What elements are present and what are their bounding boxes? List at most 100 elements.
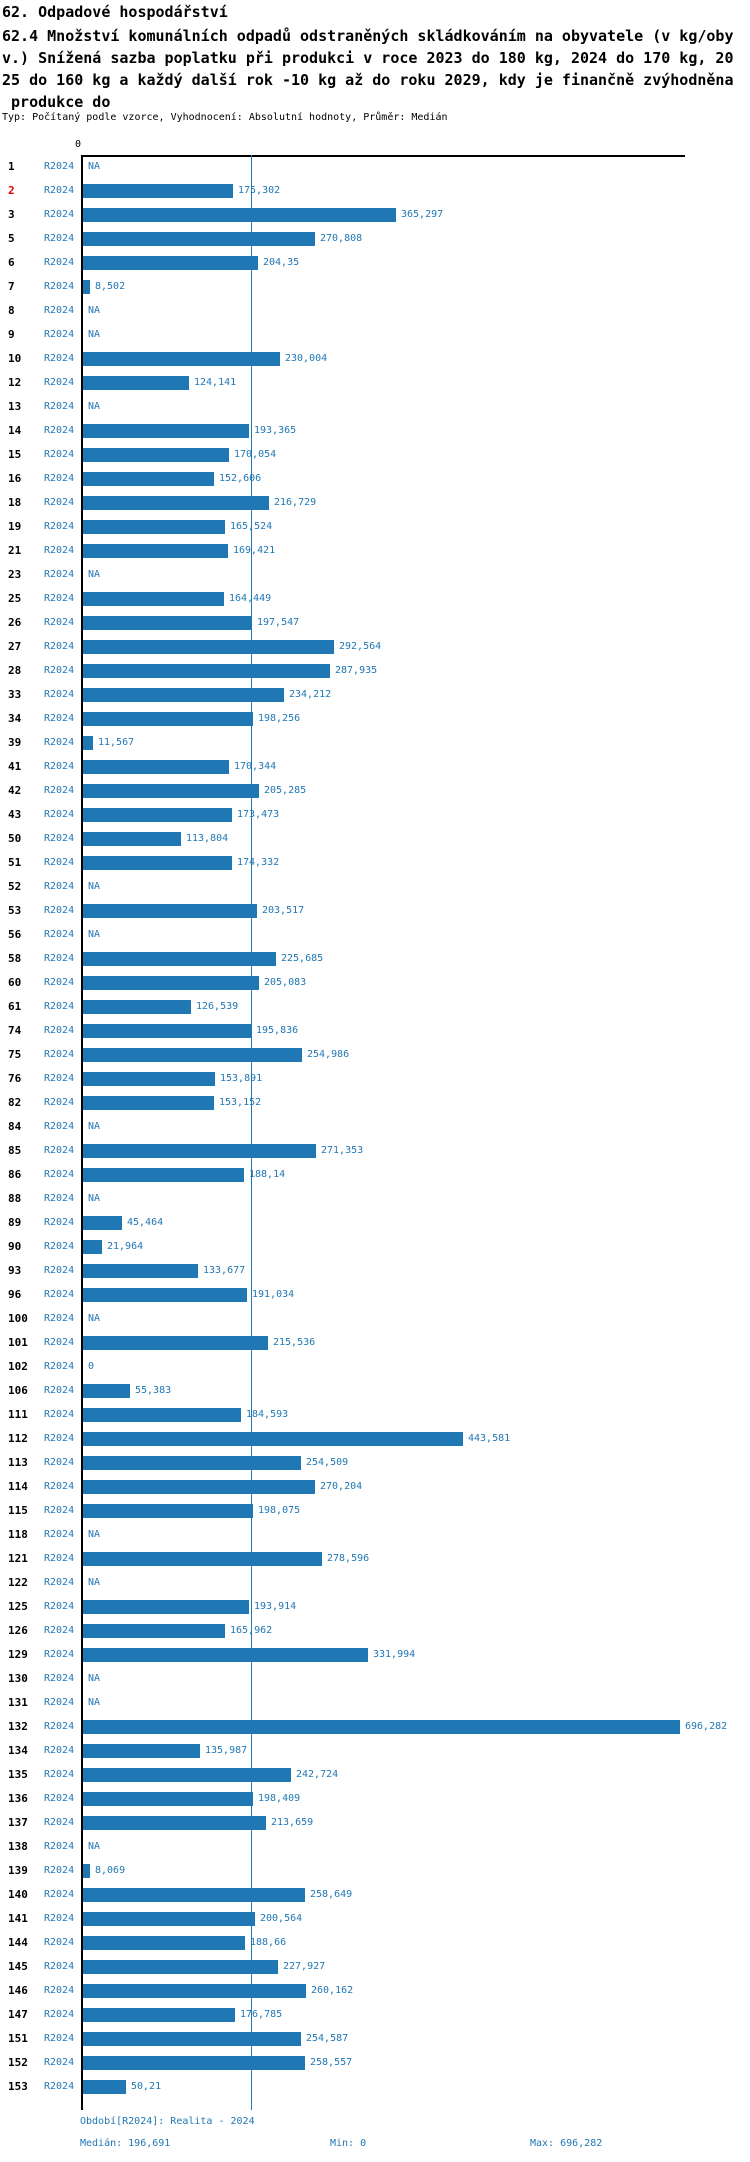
chart-row: 146 R2024 260,162 bbox=[0, 1979, 750, 2003]
chart-row: 9 R2024 NA bbox=[0, 323, 750, 347]
value-bar bbox=[83, 808, 232, 822]
report-description: 62.4 Množství komunálních odpadů odstran… bbox=[2, 25, 734, 113]
value-label: 170,054 bbox=[234, 449, 277, 460]
value-label: 230,004 bbox=[285, 353, 328, 364]
chart-row: 131 R2024 NA bbox=[0, 1691, 750, 1715]
row-number-label: 89 bbox=[8, 1216, 22, 1229]
value-label: 126,539 bbox=[196, 1001, 239, 1012]
value-bar bbox=[83, 1096, 214, 1110]
row-number-label: 136 bbox=[8, 1792, 28, 1805]
value-label: 225,685 bbox=[281, 953, 324, 964]
value-bar bbox=[83, 1072, 215, 1086]
value-label: 198,409 bbox=[258, 1793, 301, 1804]
value-bar bbox=[83, 1888, 305, 1902]
report-description-line: v.) Snížená sazba poplatku při produkci … bbox=[2, 49, 734, 67]
value-bar bbox=[83, 1384, 130, 1398]
row-number-label: 126 bbox=[8, 1624, 28, 1637]
value-bar bbox=[83, 1984, 306, 1998]
chart-row: 106 R2024 55,383 bbox=[0, 1379, 750, 1403]
row-number-label: 132 bbox=[8, 1720, 28, 1733]
chart-row: 23 R2024 NA bbox=[0, 563, 750, 587]
chart-row: 84 R2024 NA bbox=[0, 1115, 750, 1139]
row-number-label: 28 bbox=[8, 664, 22, 677]
chart-row: 153 R2024 50,21 bbox=[0, 2075, 750, 2099]
row-number-label: 135 bbox=[8, 1768, 28, 1781]
value-label: 227,927 bbox=[283, 1961, 326, 1972]
row-period-label: R2024 bbox=[44, 737, 75, 748]
row-number-label: 52 bbox=[8, 880, 22, 893]
value-label: 198,256 bbox=[258, 713, 301, 724]
row-number-label: 12 bbox=[8, 376, 22, 389]
value-label: 191,034 bbox=[252, 1289, 295, 1300]
row-number-label: 42 bbox=[8, 784, 22, 797]
value-bar bbox=[83, 496, 269, 510]
row-period-label: R2024 bbox=[44, 929, 75, 940]
row-period-label: R2024 bbox=[44, 2057, 75, 2068]
chart-row: 56 R2024 NA bbox=[0, 923, 750, 947]
row-number-label: 18 bbox=[8, 496, 22, 509]
row-period-label: R2024 bbox=[44, 1073, 75, 1084]
value-label-na: NA bbox=[88, 305, 101, 316]
chart-row: 122 R2024 NA bbox=[0, 1571, 750, 1595]
row-number-label: 27 bbox=[8, 640, 22, 653]
row-number-label: 60 bbox=[8, 976, 22, 989]
value-bar bbox=[83, 1000, 191, 1014]
y-axis-line bbox=[81, 155, 83, 2110]
value-label: 197,547 bbox=[257, 617, 300, 628]
median-reference-line bbox=[251, 155, 252, 2110]
value-bar bbox=[83, 544, 228, 558]
value-label: 234,212 bbox=[289, 689, 332, 700]
value-bar bbox=[83, 1600, 249, 1614]
value-label: 204,35 bbox=[263, 257, 300, 268]
chart-row: 58 R2024 225,685 bbox=[0, 947, 750, 971]
row-number-label: 6 bbox=[8, 256, 15, 269]
value-bar bbox=[83, 1048, 302, 1062]
row-period-label: R2024 bbox=[44, 1721, 75, 1732]
row-period-label: R2024 bbox=[44, 1769, 75, 1780]
value-label-na: NA bbox=[88, 1193, 101, 1204]
row-period-label: R2024 bbox=[44, 1049, 75, 1060]
row-number-label: 121 bbox=[8, 1552, 28, 1565]
value-bar bbox=[83, 760, 229, 774]
value-label: 205,285 bbox=[264, 785, 307, 796]
chart-row: 145 R2024 227,927 bbox=[0, 1955, 750, 1979]
value-label: 184,593 bbox=[246, 1409, 289, 1420]
row-number-label: 39 bbox=[8, 736, 22, 749]
row-period-label: R2024 bbox=[44, 1121, 75, 1132]
row-number-label: 144 bbox=[8, 1936, 28, 1949]
row-number-label: 88 bbox=[8, 1192, 22, 1205]
row-number-label: 19 bbox=[8, 520, 22, 533]
row-number-label: 153 bbox=[8, 2080, 28, 2093]
value-label-na: NA bbox=[88, 1313, 101, 1324]
chart-row: 13 R2024 NA bbox=[0, 395, 750, 419]
value-bar bbox=[83, 688, 284, 702]
row-number-label: 134 bbox=[8, 1744, 28, 1757]
row-period-label: R2024 bbox=[44, 905, 75, 916]
chart-row: 18 R2024 216,729 bbox=[0, 491, 750, 515]
chart-row: 33 R2024 234,212 bbox=[0, 683, 750, 707]
chart-row: 130 R2024 NA bbox=[0, 1667, 750, 1691]
row-number-label: 140 bbox=[8, 1888, 28, 1901]
value-label-na: NA bbox=[88, 1697, 101, 1708]
value-bar bbox=[83, 952, 276, 966]
value-label: 205,083 bbox=[264, 977, 307, 988]
report-description-line: 62.4 Množství komunálních odpadů odstran… bbox=[2, 27, 734, 45]
value-bar bbox=[83, 712, 253, 726]
value-label-na: NA bbox=[88, 329, 101, 340]
value-bar bbox=[83, 520, 225, 534]
row-period-label: R2024 bbox=[44, 305, 75, 316]
chart-row: 102 R2024 0 bbox=[0, 1355, 750, 1379]
chart-row: 101 R2024 215,536 bbox=[0, 1331, 750, 1355]
chart-row: 53 R2024 203,517 bbox=[0, 899, 750, 923]
row-number-label: 114 bbox=[8, 1480, 28, 1493]
bar-chart: 0 1 R2024 NA 2 R2024 175,302 3 R2024 365,297 5 R20… bbox=[0, 139, 750, 2110]
value-label: 198,075 bbox=[258, 1505, 301, 1516]
report-description-line: produkce do bbox=[2, 93, 111, 111]
value-bar bbox=[83, 1336, 268, 1350]
value-bar bbox=[83, 1792, 253, 1806]
value-bar bbox=[83, 856, 232, 870]
chart-row: 43 R2024 173,473 bbox=[0, 803, 750, 827]
value-label-na: NA bbox=[88, 401, 101, 412]
row-number-label: 58 bbox=[8, 952, 22, 965]
chart-row: 34 R2024 198,256 bbox=[0, 707, 750, 731]
